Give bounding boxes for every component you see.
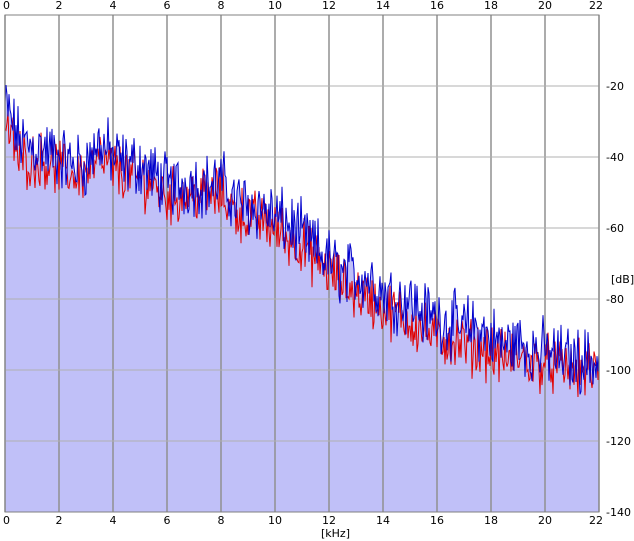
y-tick-label: -60	[606, 222, 624, 235]
x-tick-label-top: 10	[268, 0, 282, 12]
y-tick-label: -140	[606, 506, 631, 519]
x-tick-label-top: 0	[3, 0, 10, 12]
x-tick-label-bottom: 16	[430, 514, 444, 527]
series-layer	[4, 84, 600, 398]
x-tick-label-bottom: 18	[484, 514, 498, 527]
x-tick-label-bottom: 12	[322, 514, 336, 527]
x-tick-label-top: 18	[484, 0, 498, 12]
x-axis-label: [kHz]	[321, 527, 350, 540]
x-tick-label-bottom: 0	[3, 514, 10, 527]
x-tick-label-bottom: 6	[164, 514, 171, 527]
x-tick-label-top: 22	[589, 0, 603, 12]
x-tick-label-bottom: 8	[218, 514, 225, 527]
y-tick-label: -80	[606, 293, 624, 306]
x-tick-label-bottom: 10	[268, 514, 282, 527]
x-tick-label-top: 12	[322, 0, 336, 12]
x-tick-label-top: 14	[376, 0, 390, 12]
x-tick-label-top: 4	[110, 0, 117, 12]
x-tick-label-bottom: 22	[589, 514, 603, 527]
x-tick-label-bottom: 4	[110, 514, 117, 527]
x-tick-label-bottom: 2	[56, 514, 63, 527]
x-tick-label-top: 2	[56, 0, 63, 12]
axis-layer	[4, 14, 600, 513]
y-tick-label: -100	[606, 364, 631, 377]
x-tick-label-top: 6	[164, 0, 171, 12]
x-tick-label-bottom: 14	[376, 514, 390, 527]
x-tick-label-top: 16	[430, 0, 444, 12]
x-tick-label-top: 8	[218, 0, 225, 12]
tick-labels: 00224466881010121214141616181820202222-2…	[3, 0, 631, 527]
y-axis-label: [dB]	[611, 273, 634, 286]
plot-frame	[4, 14, 600, 513]
x-tick-label-top: 20	[538, 0, 552, 12]
y-tick-label: -40	[606, 151, 624, 164]
y-tick-label: -20	[606, 80, 624, 93]
series-line-blue	[4, 84, 600, 395]
x-tick-label-bottom: 20	[538, 514, 552, 527]
y-tick-label: -120	[606, 435, 631, 448]
